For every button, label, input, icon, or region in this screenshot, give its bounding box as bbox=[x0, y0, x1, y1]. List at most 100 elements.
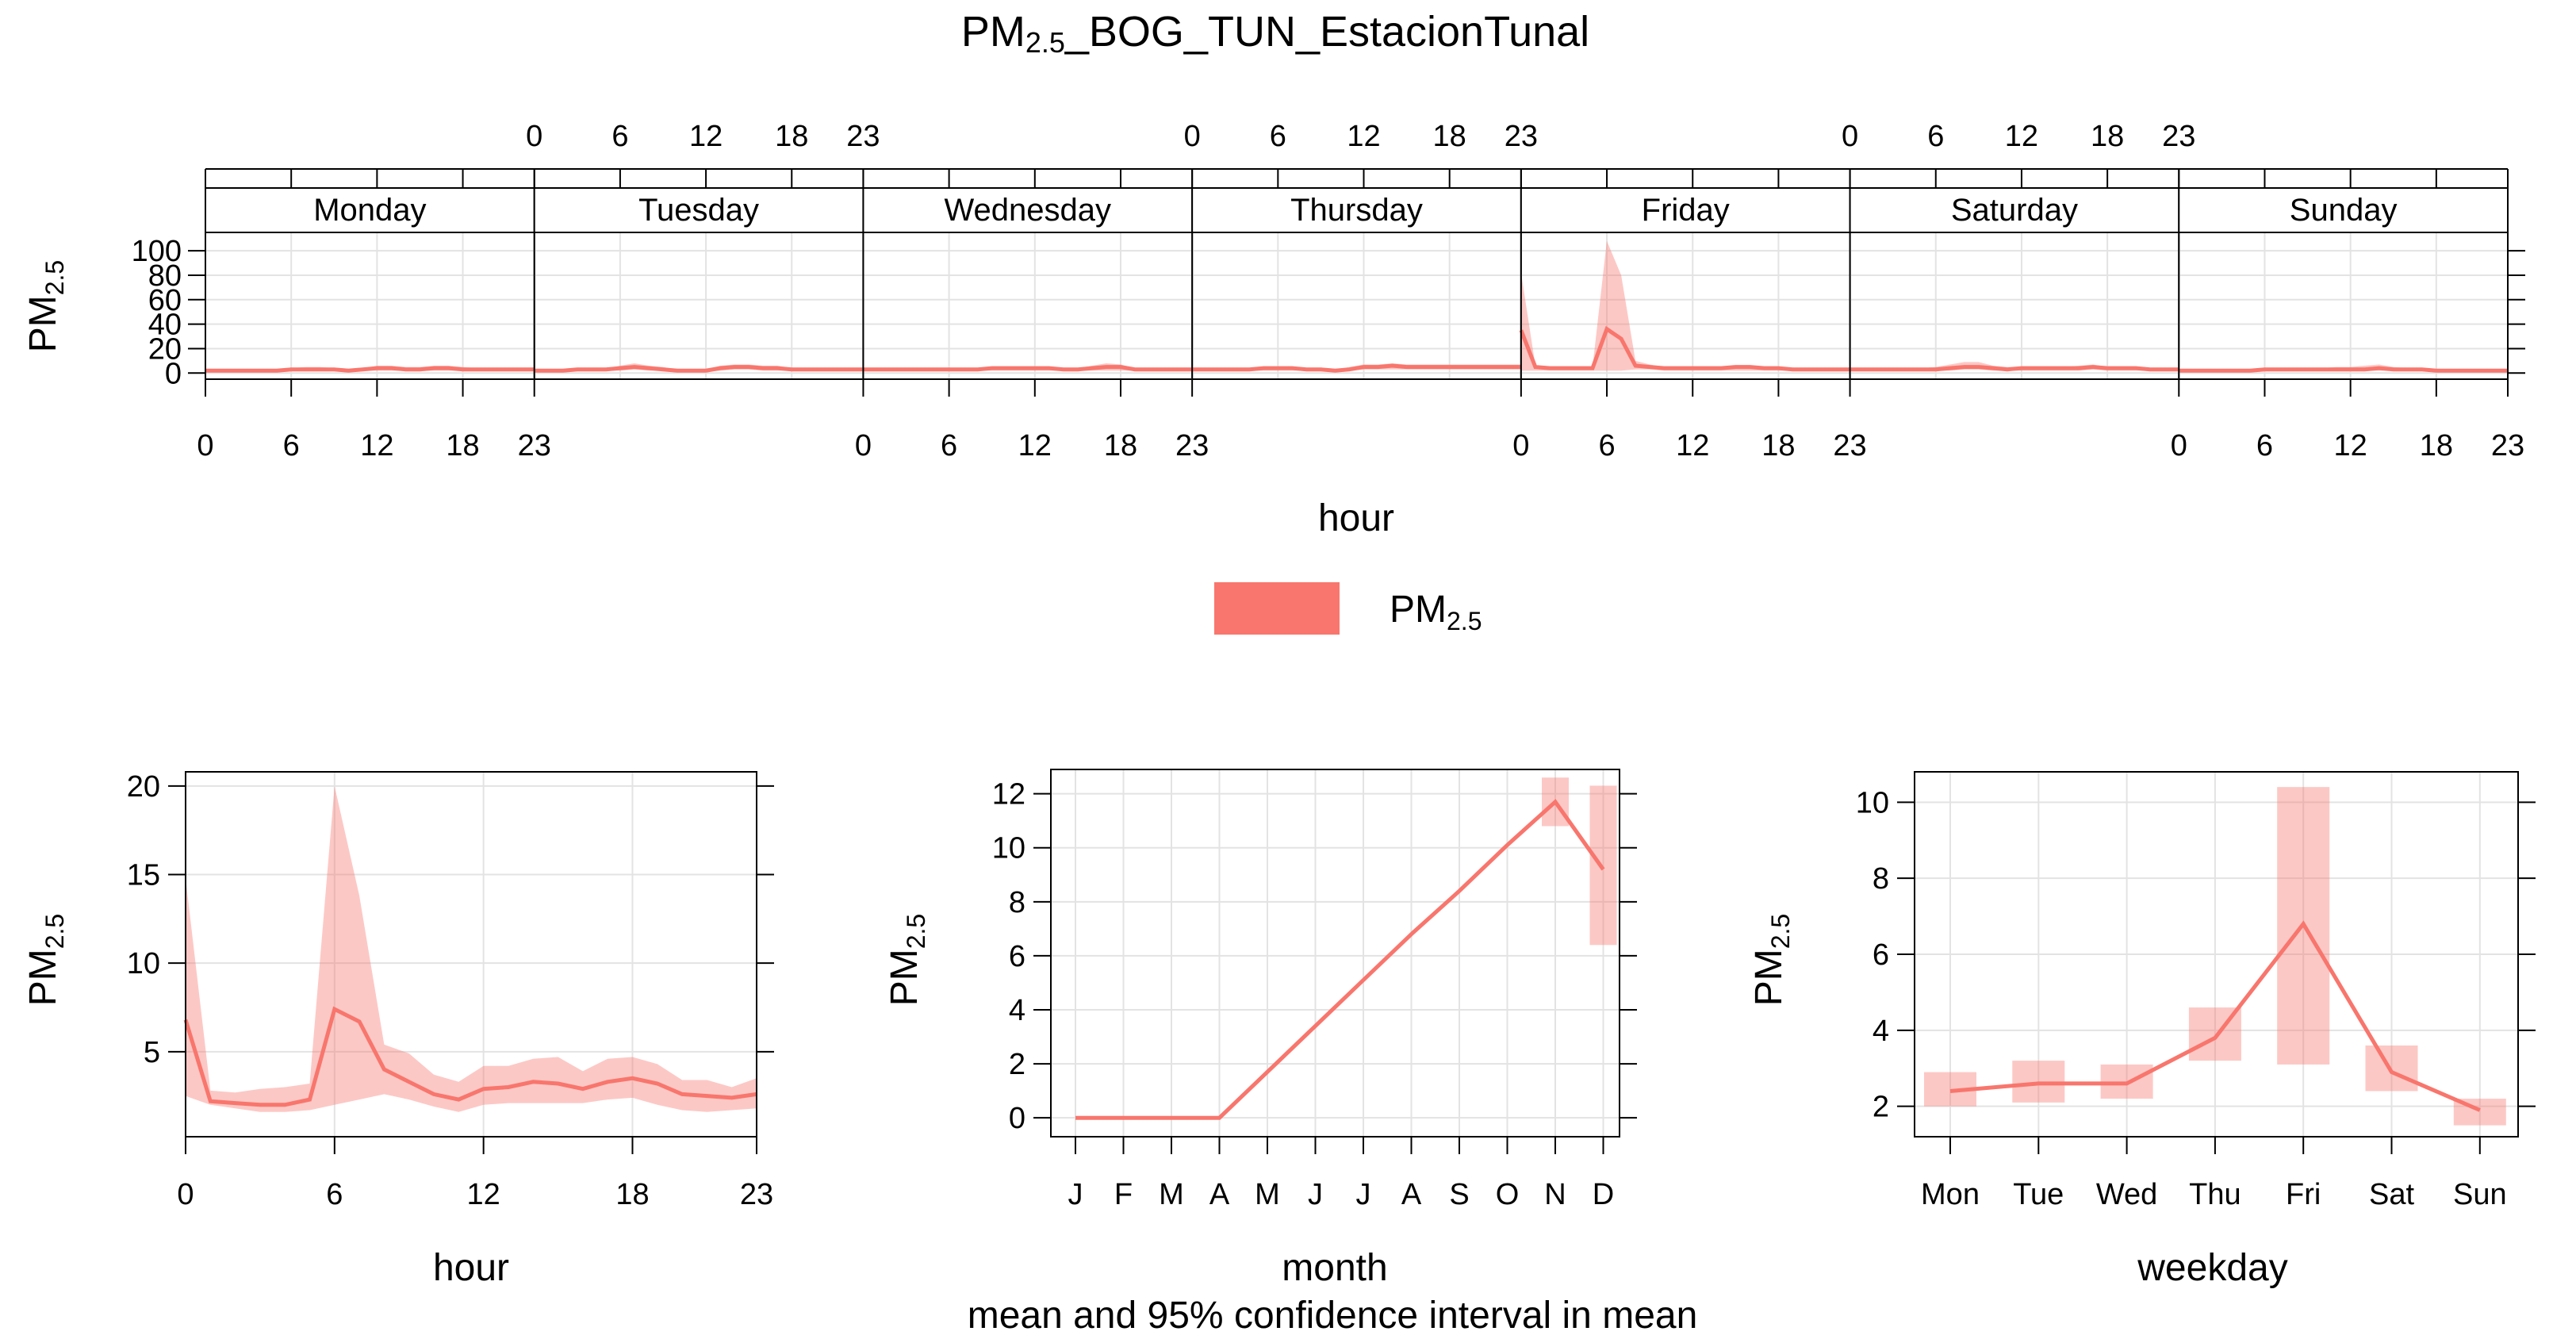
day-panel-friday: Friday 0 6 12 18 23 bbox=[1512, 169, 1867, 462]
y-tick-label: 10 bbox=[127, 947, 160, 980]
x-tick-label: 23 bbox=[846, 120, 880, 153]
x-tick-label: 6 bbox=[941, 429, 957, 462]
x-tick-label: Sat bbox=[2369, 1178, 2414, 1211]
x-tick-label: 6 bbox=[1598, 429, 1615, 462]
x-tick-label: 12 bbox=[467, 1178, 500, 1211]
x-tick-label: S bbox=[1449, 1178, 1469, 1211]
x-tick-label: 12 bbox=[1347, 120, 1380, 153]
x-tick-label: 18 bbox=[615, 1178, 649, 1211]
x-tick-label: 0 bbox=[1842, 120, 1858, 153]
day-panel-tuesday: Tuesday 0 6 12 18 23 bbox=[526, 120, 880, 380]
y-tick-label: 5 bbox=[144, 1036, 160, 1069]
x-tick-label: 23 bbox=[740, 1178, 773, 1211]
strip bbox=[1191, 187, 1522, 233]
x-tick-label: 6 bbox=[326, 1178, 343, 1211]
panel-frame bbox=[185, 771, 757, 1138]
strip bbox=[862, 187, 1194, 233]
x-tick-label: 12 bbox=[1676, 429, 1709, 462]
panel-frame bbox=[1849, 232, 2180, 380]
x-tick-label: 23 bbox=[1833, 429, 1866, 462]
x-tick-label: 0 bbox=[177, 1178, 194, 1211]
ci-band bbox=[1520, 240, 1850, 371]
x-tick-label: D bbox=[1593, 1178, 1614, 1211]
strip-label: Saturday bbox=[1951, 193, 2078, 228]
weekday-panel: 2 4 6 8 10 Mon Tue Wed Thu Fri Sat Sun PM2.5 weekday bbox=[1748, 771, 2536, 1289]
x-tick-label: F bbox=[1114, 1178, 1133, 1211]
y-tick-label: 10 bbox=[1856, 786, 1889, 819]
legend: PM2.5 bbox=[1214, 582, 1482, 635]
x-axis-title: month bbox=[1282, 1247, 1387, 1289]
x-tick-label: 6 bbox=[2256, 429, 2273, 462]
panel-frame bbox=[1914, 771, 2519, 1138]
ci-bar bbox=[1589, 785, 1617, 946]
y-tick-label: 8 bbox=[1873, 862, 1889, 896]
y-tick-label: 100 bbox=[132, 235, 182, 268]
x-tick-label: 0 bbox=[855, 429, 872, 462]
mean-line bbox=[1949, 920, 2481, 1112]
x-tick-label: 18 bbox=[2420, 429, 2453, 462]
x-tick-label: A bbox=[1401, 1178, 1422, 1211]
strip-label: Sunday bbox=[2290, 193, 2398, 228]
mean-line bbox=[1192, 363, 1521, 373]
y-tick-label: 6 bbox=[1873, 938, 1889, 972]
y-axis-title: PM2.5 bbox=[884, 914, 930, 1006]
y-tick-label: 4 bbox=[1009, 994, 1025, 1027]
strip-label: Wednesday bbox=[945, 193, 1112, 228]
legend-swatch bbox=[1214, 582, 1340, 635]
x-tick-label: 12 bbox=[2005, 120, 2038, 153]
y-tick-label: 0 bbox=[165, 357, 182, 390]
x-tick-label: A bbox=[1209, 1178, 1230, 1211]
y-tick-label: 12 bbox=[992, 778, 1025, 811]
hour-panel: 5 10 15 20 0 6 12 18 23 PM2.5 hour bbox=[22, 770, 774, 1289]
y-axis-title: PM2.5 bbox=[1748, 914, 1795, 1006]
strip-label: Friday bbox=[1642, 193, 1730, 228]
mean-line bbox=[1519, 325, 1850, 372]
strip-label: Thursday bbox=[1290, 193, 1423, 228]
mean-line bbox=[534, 365, 864, 373]
mean-line bbox=[863, 365, 1193, 372]
x-tick-label: Wed bbox=[2096, 1178, 2157, 1211]
ci-band bbox=[186, 785, 757, 1112]
y-tick-label: 6 bbox=[1009, 940, 1025, 973]
y-tick-label: 20 bbox=[148, 332, 182, 366]
panel-frame bbox=[862, 232, 1194, 380]
x-tick-label: 0 bbox=[526, 120, 542, 153]
panel-frame bbox=[1520, 232, 1851, 380]
x-tick-label: M bbox=[1255, 1178, 1280, 1211]
day-panel-thursday: Thursday 0 6 12 18 23 bbox=[1184, 120, 1538, 380]
strip bbox=[533, 187, 864, 233]
x-tick-label: 12 bbox=[360, 429, 393, 462]
panel-frame bbox=[533, 232, 864, 380]
x-tick-label: M bbox=[1159, 1178, 1184, 1211]
day-hour-panel: Monday 0 6 12 18 23 Tuesday 0 6 12 18 23 Wednesday 0 6… bbox=[22, 120, 2525, 539]
x-tick-label: 0 bbox=[1184, 120, 1201, 153]
day-panel-saturday: Saturday 0 6 12 18 23 bbox=[1842, 120, 2195, 380]
panel-frame bbox=[205, 232, 535, 380]
day-panel-wednesday: Wednesday 0 6 12 18 23 bbox=[855, 169, 1209, 462]
x-tick-label: 18 bbox=[1433, 120, 1466, 153]
x-tick-label: N bbox=[1544, 1178, 1566, 1211]
x-tick-label: 23 bbox=[2162, 120, 2195, 153]
x-tick-label: J bbox=[1356, 1178, 1371, 1211]
x-tick-label: O bbox=[1496, 1178, 1520, 1211]
x-tick-label: 6 bbox=[1927, 120, 1944, 153]
x-tick-label: 23 bbox=[2491, 429, 2524, 462]
x-tick-label: 12 bbox=[2334, 429, 2367, 462]
x-tick-label: 18 bbox=[775, 120, 808, 153]
mean-line bbox=[2179, 366, 2508, 373]
x-tick-label: 0 bbox=[197, 429, 213, 462]
x-axis-title: hour bbox=[433, 1247, 509, 1289]
day-panel-monday: Monday 0 6 12 18 23 bbox=[197, 169, 551, 462]
x-tick-label: Fri bbox=[2286, 1178, 2321, 1211]
x-tick-label: 6 bbox=[1270, 120, 1286, 153]
y-tick-label: 2 bbox=[1873, 1091, 1889, 1124]
chart-caption: mean and 95% confidence interval in mean bbox=[968, 1295, 1698, 1337]
mean-line bbox=[205, 366, 535, 373]
mean-line bbox=[1075, 799, 1605, 1120]
x-tick-label: J bbox=[1068, 1178, 1083, 1211]
mean-line bbox=[183, 1006, 757, 1107]
x-tick-label: 18 bbox=[446, 429, 479, 462]
